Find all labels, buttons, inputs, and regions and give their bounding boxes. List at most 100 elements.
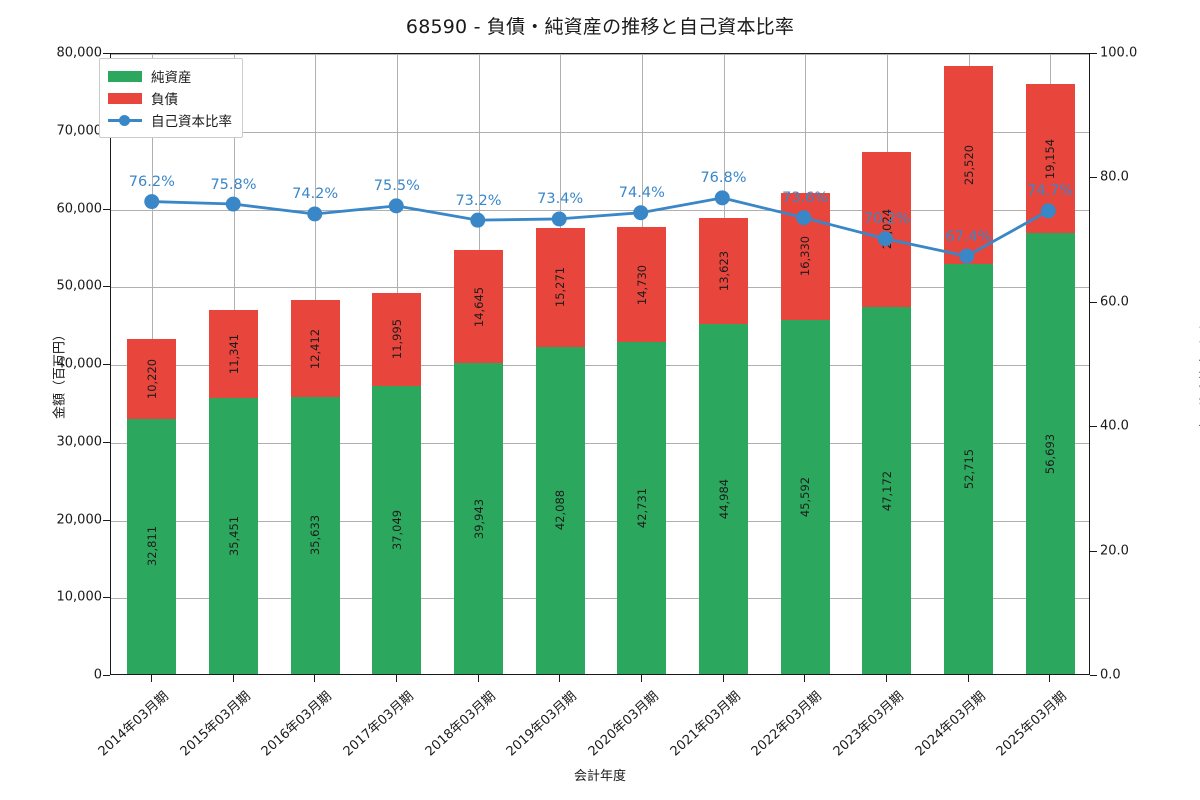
- x-tick-label: 2025年03月期: [993, 688, 1070, 760]
- bar-segment-net-assets[interactable]: 39,943: [454, 363, 503, 674]
- ratio-value-label: 75.8%: [210, 176, 257, 193]
- x-tick-label: 2014年03月期: [95, 688, 172, 760]
- ratio-value-label: 73.6%: [782, 190, 829, 207]
- y-tick-label-left: 80,000: [56, 45, 103, 61]
- bar-segment-liabilities[interactable]: 13,623: [699, 218, 748, 325]
- bar-segment-net-assets[interactable]: 35,451: [209, 398, 258, 674]
- legend-item-equity-ratio: 自己資本比率: [108, 109, 232, 131]
- ratio-markers: [144, 190, 1056, 264]
- y-tick-label-left: 30,000: [56, 434, 103, 450]
- ratio-marker[interactable]: [307, 206, 323, 222]
- legend-swatch-red: [108, 92, 142, 104]
- ratio-value-label: 74.4%: [618, 185, 665, 202]
- bar-group[interactable]: 56,693 19,154: [1025, 84, 1075, 674]
- bar-group[interactable]: 35,451 11,341: [209, 310, 258, 674]
- bar-group[interactable]: 52,715 25,520: [944, 65, 993, 674]
- y-tick-label-right: 100.0: [1100, 45, 1138, 61]
- bar-segment-net-assets[interactable]: 42,088: [535, 346, 585, 674]
- ratio-value-label: 73.2%: [455, 192, 502, 209]
- bar-segment-liabilities[interactable]: 10,220: [127, 339, 177, 419]
- y-tick-mark-left: [103, 597, 110, 599]
- x-tick-label: 2020年03月期: [585, 688, 662, 760]
- gridline-horizontal: [111, 520, 1089, 522]
- y-tick-label-left: 0: [93, 667, 102, 683]
- ratio-marker[interactable]: [633, 205, 649, 221]
- bar-segment-liabilities[interactable]: 20,024: [862, 151, 912, 308]
- y-tick-label-left: 40,000: [56, 356, 103, 372]
- legend-label-net-assets: 純資産: [151, 70, 192, 86]
- plot-area: 32,811 10,220 35,451 11,341 35,633 12,412 37,0…: [110, 53, 1090, 675]
- bar-segment-net-assets[interactable]: 35,633: [290, 396, 340, 674]
- bar-segment-liabilities[interactable]: 14,730: [617, 227, 667, 342]
- bar-segment-liabilities[interactable]: 12,412: [290, 300, 340, 397]
- y-tick-mark-right: [1090, 53, 1097, 54]
- bar-group[interactable]: 42,731 14,730: [617, 227, 667, 674]
- legend-label-liabilities: 負債: [151, 92, 178, 108]
- y-tick-label-right: 80.0: [1100, 169, 1129, 185]
- ratio-marker[interactable]: [470, 212, 486, 228]
- ratio-value-label: 73.4%: [537, 191, 584, 208]
- ratio-value-label: 76.8%: [700, 170, 747, 187]
- ratio-value-label: 74.7%: [1027, 183, 1074, 200]
- x-tick-mark: [885, 675, 887, 682]
- ratio-marker[interactable]: [1040, 203, 1056, 219]
- y-tick-mark-right: [1090, 550, 1097, 552]
- gridline-horizontal: [111, 54, 1089, 55]
- ratio-marker[interactable]: [959, 248, 975, 264]
- bar-segment-liabilities[interactable]: 11,341: [209, 310, 258, 399]
- ratio-marker[interactable]: [225, 196, 241, 212]
- gridline-horizontal: [111, 287, 1089, 289]
- bar-group[interactable]: 37,049 11,995: [372, 292, 422, 674]
- y-tick-label-left: 50,000: [56, 278, 103, 294]
- bar-group[interactable]: 39,943 14,645: [454, 249, 503, 674]
- ratio-marker[interactable]: [144, 194, 160, 210]
- chart-legend: 純資産 負債 自己資本比率: [99, 58, 243, 138]
- legend-item-net-assets: 純資産: [108, 65, 232, 87]
- bar-segment-net-assets[interactable]: 32,811: [127, 418, 177, 674]
- ratio-line-path: [150, 196, 1050, 258]
- x-tick-mark: [722, 675, 724, 682]
- x-tick-label: 2021年03月期: [667, 688, 744, 760]
- y-tick-label-left: 60,000: [56, 201, 103, 216]
- gridline-horizontal: [111, 598, 1089, 600]
- x-tick-mark: [314, 675, 316, 682]
- bar-group[interactable]: 32,811 10,220: [127, 339, 177, 674]
- legend-label-equity-ratio: 自己資本比率: [151, 114, 232, 130]
- bar-group[interactable]: 42,088 15,271: [535, 228, 585, 674]
- ratio-marker[interactable]: [877, 231, 893, 247]
- y-tick-mark-right: [1090, 177, 1097, 179]
- ratio-value-label: 75.5%: [373, 178, 420, 195]
- ratio-marker[interactable]: [714, 190, 730, 206]
- ratio-marker[interactable]: [796, 210, 812, 226]
- y-tick-label-left: 20,000: [56, 512, 103, 527]
- bar-segment-liabilities[interactable]: 25,520: [944, 65, 993, 265]
- ratio-marker[interactable]: [388, 198, 404, 214]
- ratio-marker[interactable]: [551, 211, 567, 227]
- bar-segment-net-assets[interactable]: 52,715: [944, 264, 993, 674]
- x-tick-mark: [804, 675, 806, 682]
- bar-segment-liabilities[interactable]: 14,645: [454, 249, 503, 364]
- y-tick-label-right: 60.0: [1100, 294, 1129, 310]
- y-tick-mark-right: [1090, 675, 1097, 676]
- bar-segment-net-assets[interactable]: 45,592: [780, 319, 830, 674]
- x-tick-label: 2015年03月期: [177, 688, 254, 760]
- bar-segment-net-assets[interactable]: 37,049: [372, 385, 422, 674]
- bar-segment-net-assets[interactable]: 47,172: [862, 307, 912, 674]
- bar-group[interactable]: 47,172 20,024: [862, 151, 912, 674]
- x-tick-mark: [477, 675, 479, 682]
- bar-segment-net-assets[interactable]: 56,693: [1025, 233, 1075, 674]
- x-tick-label: 2023年03月期: [830, 688, 907, 760]
- bar-segment-liabilities[interactable]: 11,995: [372, 292, 422, 386]
- ratio-value-label: 74.2%: [292, 186, 339, 203]
- bar-segment-net-assets[interactable]: 44,984: [699, 324, 748, 674]
- bar-group[interactable]: 44,984 13,623: [699, 218, 748, 674]
- x-tick-mark: [559, 675, 561, 682]
- x-tick-label: 2016年03月期: [258, 688, 335, 760]
- y-tick-mark-left: [103, 519, 110, 521]
- x-tick-label: 2019年03月期: [503, 688, 580, 760]
- bar-segment-liabilities[interactable]: 15,271: [535, 228, 585, 347]
- ratio-value-label: 70.2%: [863, 211, 910, 228]
- bar-group[interactable]: 35,633 12,412: [290, 300, 340, 674]
- y-tick-mark-left: [103, 364, 110, 365]
- bar-segment-net-assets[interactable]: 42,731: [617, 341, 667, 674]
